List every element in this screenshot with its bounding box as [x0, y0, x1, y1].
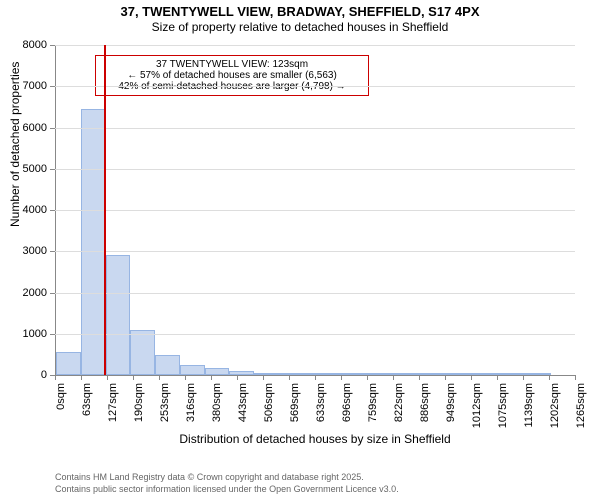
x-tick [523, 375, 524, 380]
x-tick-label: 1012sqm [471, 383, 483, 433]
y-tick [50, 45, 55, 46]
x-tick [263, 375, 264, 380]
y-tick [50, 169, 55, 170]
y-tick [50, 86, 55, 87]
y-tick [50, 128, 55, 129]
histogram-bar [427, 373, 452, 375]
y-tick-label: 4000 [15, 204, 47, 216]
x-tick [445, 375, 446, 380]
y-tick-label: 0 [15, 369, 47, 381]
histogram-bar [526, 373, 551, 375]
chart-title-sub: Size of property relative to detached ho… [0, 20, 600, 34]
x-tick [81, 375, 82, 380]
x-tick-label: 759sqm [367, 383, 379, 433]
annotation-line-1: 37 TWENTYWELL VIEW: 123sqm [102, 59, 362, 70]
y-tick-label: 6000 [15, 122, 47, 134]
x-tick-label: 316sqm [185, 383, 197, 433]
y-tick [50, 251, 55, 252]
annotation-box: 37 TWENTYWELL VIEW: 123sqm ← 57% of deta… [95, 55, 369, 96]
x-tick [211, 375, 212, 380]
x-tick-label: 886sqm [419, 383, 431, 433]
histogram-bar [130, 330, 155, 375]
y-tick-label: 5000 [15, 163, 47, 175]
x-tick-label: 633sqm [315, 383, 327, 433]
x-tick [289, 375, 290, 380]
x-tick-label: 822sqm [393, 383, 405, 433]
histogram-bar [353, 373, 378, 375]
chart-container: { "title": { "main": "37, TWENTYWELL VIE… [0, 0, 600, 500]
y-tick-label: 7000 [15, 80, 47, 92]
x-tick [393, 375, 394, 380]
footer-license: Contains public sector information licen… [55, 484, 399, 494]
x-tick-label: 63sqm [81, 383, 93, 433]
histogram-bar [254, 373, 279, 375]
histogram-bar [378, 373, 403, 375]
x-tick [237, 375, 238, 380]
x-tick-label: 1202sqm [549, 383, 561, 433]
x-tick [471, 375, 472, 380]
histogram-bar [81, 109, 106, 375]
x-tick-label: 506sqm [263, 383, 275, 433]
x-tick [185, 375, 186, 380]
histogram-bar [229, 371, 254, 375]
y-tick-label: 8000 [15, 39, 47, 51]
histogram-bar [56, 352, 81, 375]
histogram-bar [205, 368, 230, 375]
x-tick-label: 0sqm [55, 383, 67, 433]
x-tick-label: 190sqm [133, 383, 145, 433]
y-tick [50, 293, 55, 294]
x-tick [159, 375, 160, 380]
x-tick-label: 253sqm [159, 383, 171, 433]
property-marker-line [104, 45, 106, 375]
y-tick-label: 1000 [15, 328, 47, 340]
y-tick [50, 334, 55, 335]
x-tick-label: 1075sqm [497, 383, 509, 433]
x-tick [549, 375, 550, 380]
x-tick-label: 380sqm [211, 383, 223, 433]
x-tick [55, 375, 56, 380]
x-tick-label: 443sqm [237, 383, 249, 433]
histogram-bar [452, 373, 477, 375]
x-tick [107, 375, 108, 380]
y-tick-label: 2000 [15, 287, 47, 299]
x-tick [575, 375, 576, 380]
histogram-bar [403, 373, 428, 375]
y-tick-label: 3000 [15, 245, 47, 257]
x-tick-label: 569sqm [289, 383, 301, 433]
annotation-line-3: 42% of semi-detached houses are larger (… [102, 81, 362, 92]
footer-copyright: Contains HM Land Registry data © Crown c… [55, 472, 364, 482]
x-tick-label: 949sqm [445, 383, 457, 433]
y-tick [50, 210, 55, 211]
annotation-line-2: ← 57% of detached houses are smaller (6,… [102, 70, 362, 81]
x-tick [419, 375, 420, 380]
x-tick [367, 375, 368, 380]
chart-title-main: 37, TWENTYWELL VIEW, BRADWAY, SHEFFIELD,… [0, 4, 600, 19]
x-tick-label: 696sqm [341, 383, 353, 433]
x-axis-label: Distribution of detached houses by size … [55, 432, 575, 446]
x-tick-label: 127sqm [107, 383, 119, 433]
x-tick [497, 375, 498, 380]
x-tick-label: 1139sqm [523, 383, 535, 433]
histogram-bar [180, 365, 205, 375]
histogram-bar [279, 373, 304, 375]
histogram-bar [106, 255, 131, 375]
x-tick [315, 375, 316, 380]
x-tick [341, 375, 342, 380]
histogram-bar [155, 355, 180, 375]
x-tick-label: 1265sqm [575, 383, 587, 433]
x-tick [133, 375, 134, 380]
